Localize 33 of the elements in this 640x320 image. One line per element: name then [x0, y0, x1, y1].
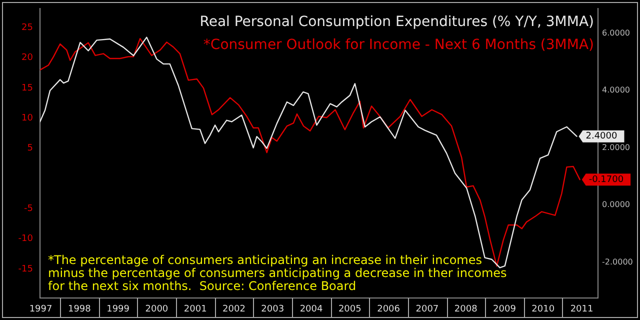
data-label: -0.1700	[588, 174, 624, 185]
y-tick-label: 5	[27, 144, 33, 154]
x-tick-label: 2003	[261, 304, 284, 315]
y2-tick-label: 6.0000	[602, 28, 630, 38]
y2-tick-label: 0.0000	[602, 200, 630, 210]
x-tick-label: 2010	[532, 304, 555, 315]
x-tick-label: 2006	[377, 304, 400, 315]
x-tick-label: 2004	[300, 304, 323, 315]
x-tick-label: 2009	[493, 304, 516, 315]
series-label: *Consumer Outlook for Income - Next 6 Months (3MMA)	[203, 37, 594, 54]
x-tick-label: 2011	[570, 304, 594, 315]
y-tick-label: -10	[18, 234, 34, 244]
y-tick-label: -15	[18, 264, 33, 274]
x-tick-label: 2002	[222, 304, 246, 315]
data-label: 2.4000	[586, 132, 618, 142]
x-tick-label: 1998	[68, 304, 92, 315]
y-tick-label: 10	[22, 114, 34, 124]
x-tick-label: 2000	[145, 304, 168, 315]
y-tick-label: 20	[22, 53, 34, 64]
x-tick-label: 2007	[416, 304, 439, 315]
y-tick-label: -5	[24, 204, 33, 214]
text: Real Personal Consumption Expenditures (% Y/Y, 3MMA)	[200, 14, 594, 30]
x-tick-label: 2001	[184, 304, 207, 315]
y2-tick-label: 4.0000	[602, 86, 630, 95]
x-tick-label: 2005	[338, 304, 362, 315]
x-tick-label: 1997	[29, 304, 52, 315]
annotation: *The percentage of consumers anticipating an increase in their incomes minus the percentage of consumers anticipating a decrease in ther incomes for the next six months. Source: Conference Board	[48, 253, 507, 293]
y-tick-label: 25	[22, 23, 33, 34]
y2-tick-label: -2.0000	[602, 257, 633, 266]
y-tick-label: 15	[22, 83, 33, 94]
x-tick-label: 1999	[106, 304, 130, 315]
y2-tick-label: 2.0000	[602, 142, 630, 152]
x-tick-label: 2008	[454, 304, 478, 315]
